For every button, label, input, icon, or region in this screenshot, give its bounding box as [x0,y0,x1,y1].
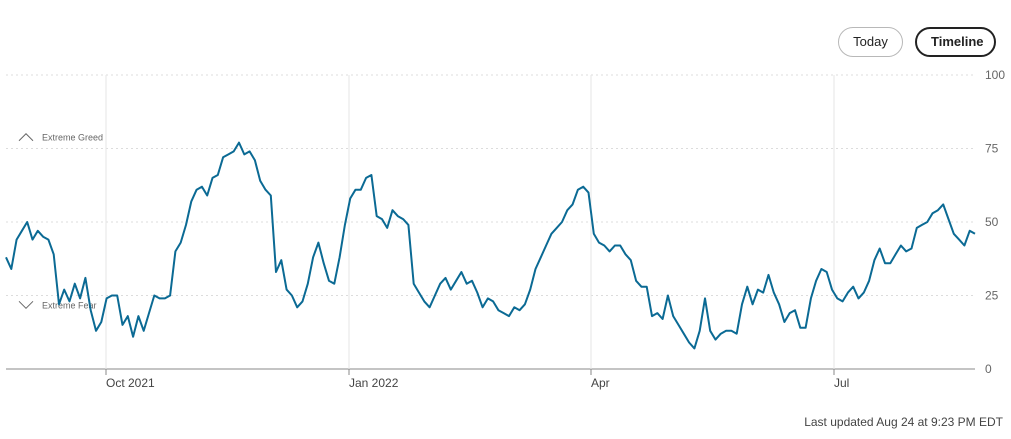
chevron-up-icon [18,133,34,142]
y-tick-label: 100 [985,68,1005,82]
x-tick-label: Apr [591,376,610,390]
annotation-label: Extreme Fear [42,300,97,310]
timeline-button[interactable]: Timeline [915,27,996,57]
chevron-down-icon [18,300,34,310]
chart-grid [6,74,975,375]
annotation-label: Extreme Greed [42,133,103,143]
x-tick-label: Jan 2022 [349,376,399,390]
x-axis-labels: Oct 2021 Jan 2022 Apr Jul [106,376,849,390]
view-toggle: Today Timeline [838,27,996,57]
last-updated-text: Last updated Aug 24 at 9:23 PM EDT [804,415,1003,429]
y-tick-label: 50 [985,215,999,229]
today-button[interactable]: Today [838,27,903,57]
y-axis-ticks: 0 25 50 75 100 [985,68,1005,376]
zone-annotations: Extreme Greed Extreme Fear [18,133,103,310]
fear-greed-timeline-chart: 0 25 50 75 100 Oct 2021 Jan 2022 Apr Jul Extrem… [5,68,1005,390]
y-tick-label: 75 [985,142,999,156]
y-tick-label: 0 [985,362,992,376]
series-line [5,141,976,350]
x-tick-label: Jul [834,376,849,390]
x-tick-label: Oct 2021 [106,376,155,390]
y-tick-label: 25 [985,289,999,303]
